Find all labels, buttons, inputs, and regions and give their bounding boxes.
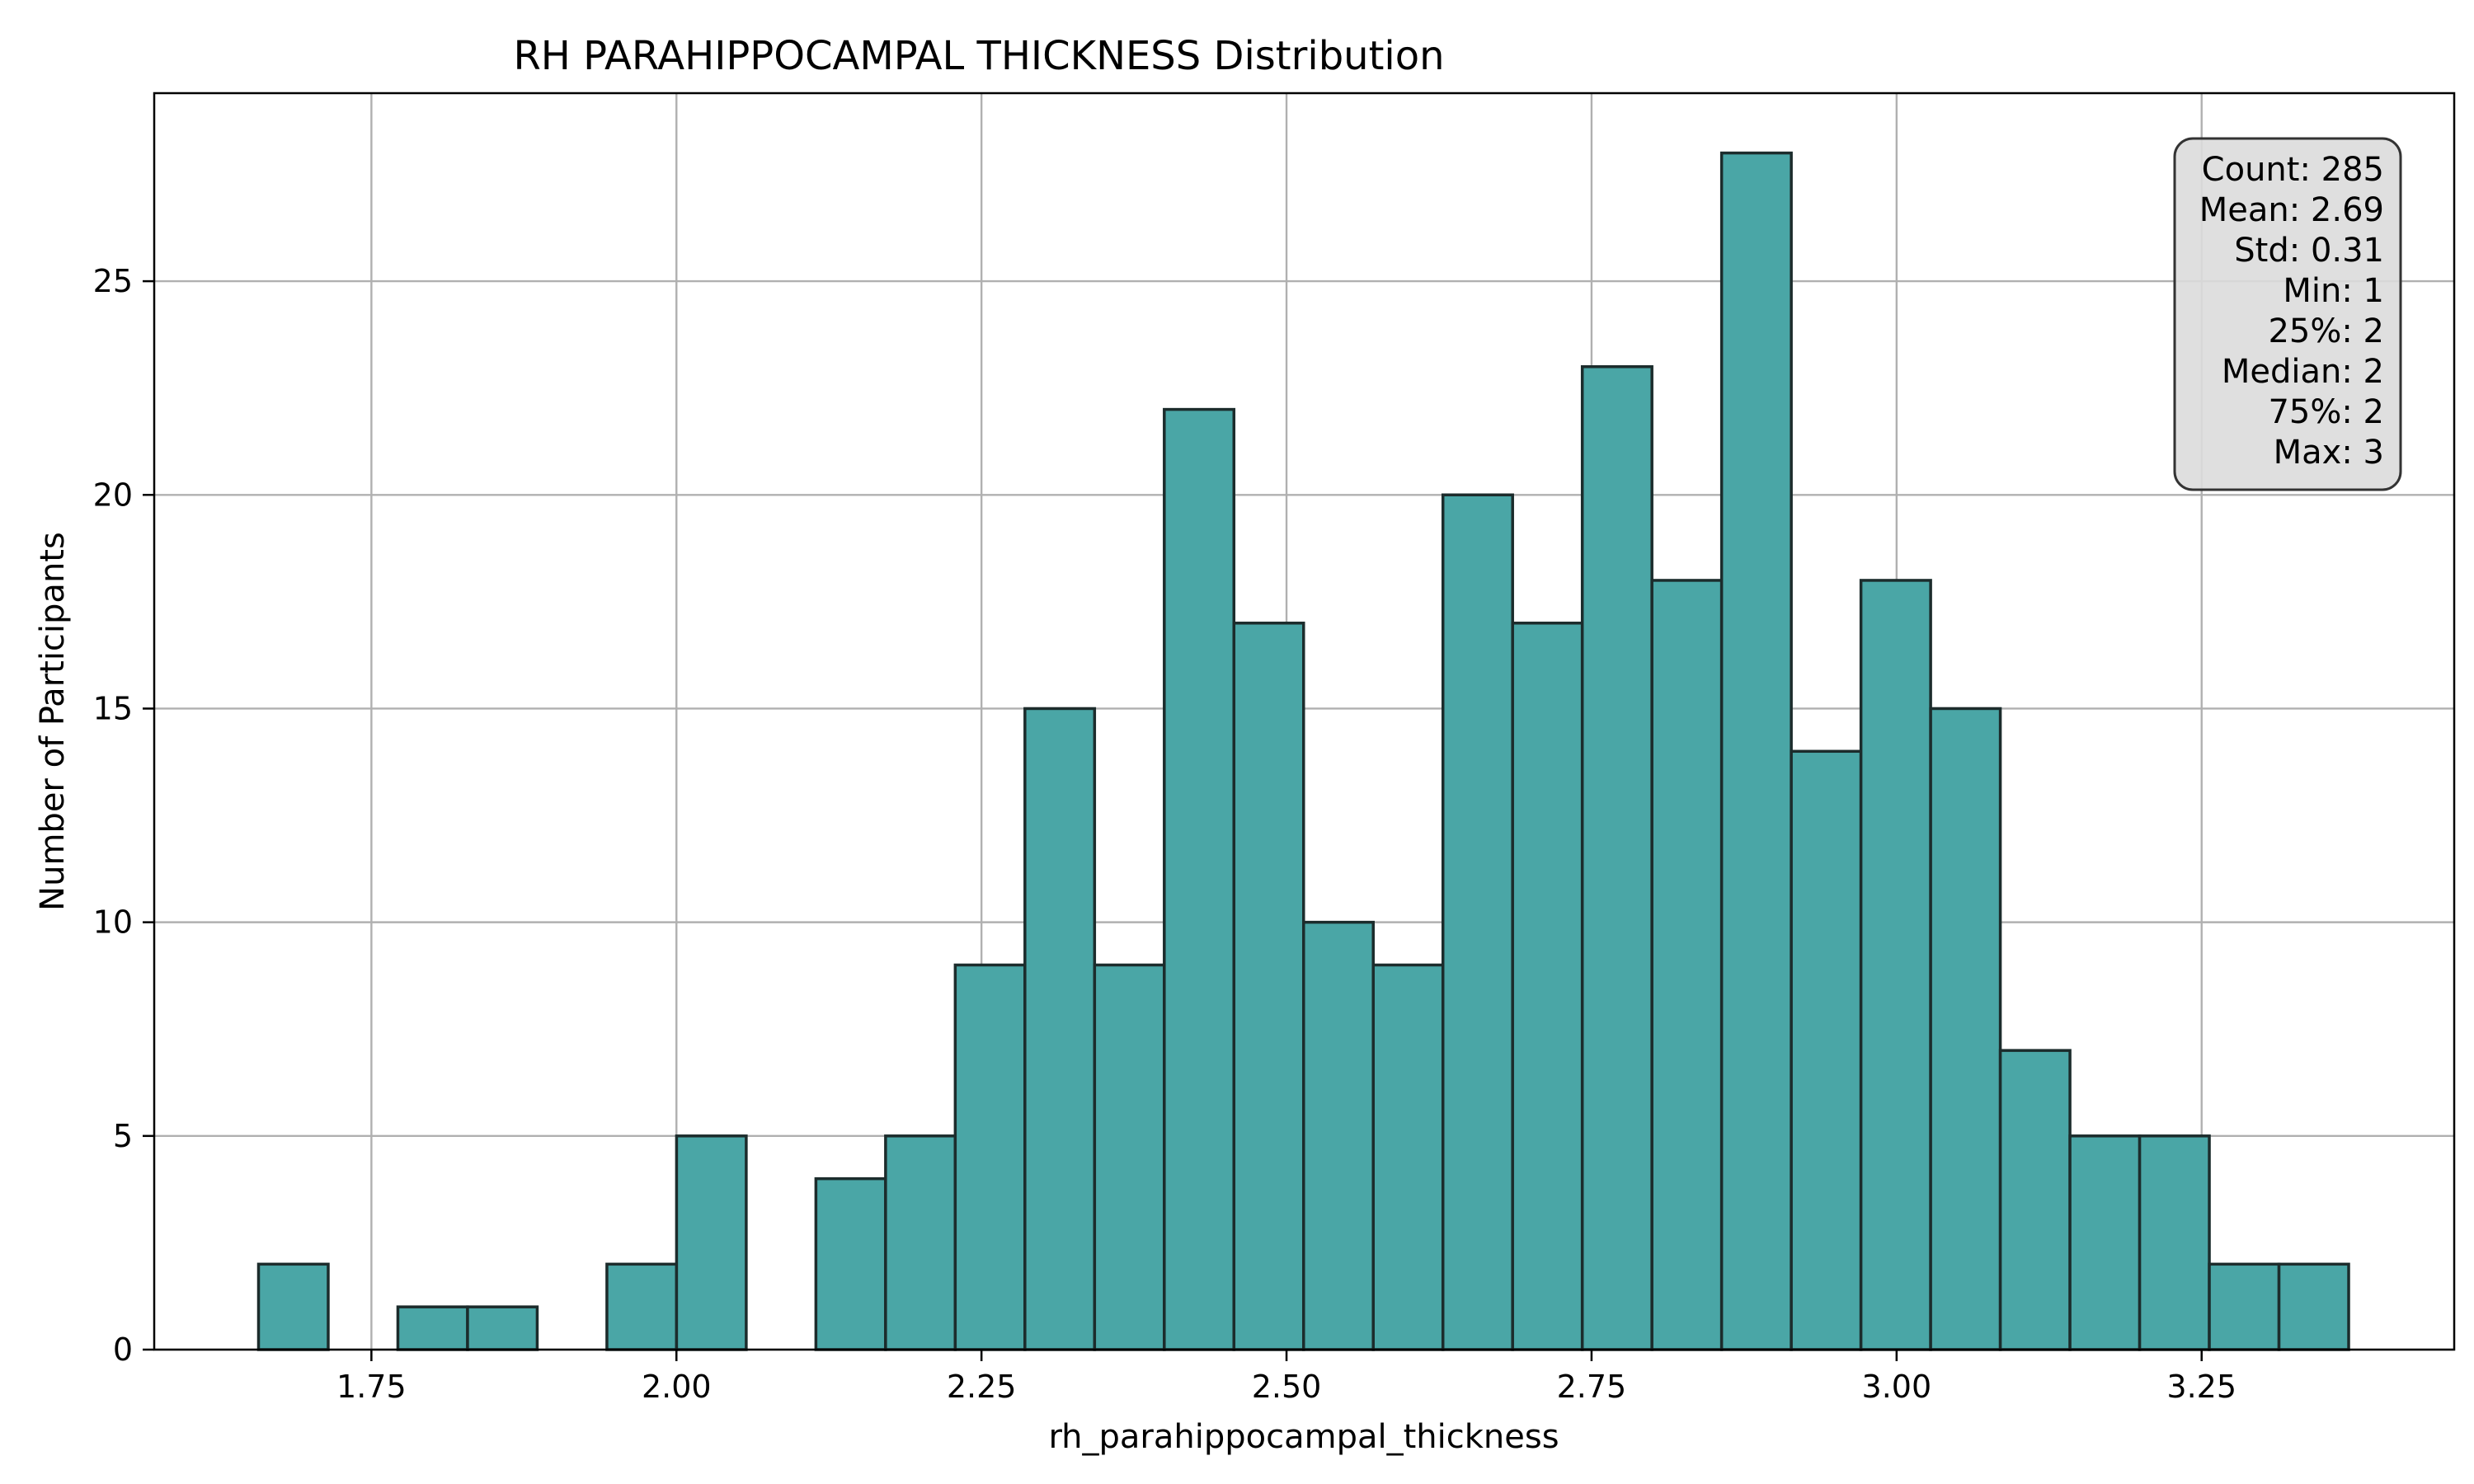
x-axis-ticks: 1.75 2.00 2.25 2.50 2.75 3.00 3.25 [336,1350,2236,1405]
stats-line: Max: 3 [2274,434,2384,472]
histogram-bar [466,1305,539,1351]
y-tick-label: 0 [113,1331,133,1368]
stats-line: 75%: 2 [2268,393,2384,431]
x-tick-label: 2.00 [642,1369,712,1405]
x-tick-label: 2.75 [1557,1369,1627,1405]
histogram-bar [1441,493,1514,1351]
histogram-bar [884,1134,957,1351]
histogram-bar [1023,707,1097,1351]
histogram-bar [1719,151,1793,1351]
histogram-bar [1232,622,1305,1351]
y-axis-ticks: 0 5 10 15 20 25 [93,263,154,1368]
y-axis-label: Number of Participants [34,532,72,911]
histogram-bar [605,1262,679,1351]
histogram-bar [1580,365,1653,1351]
histogram-bar [1511,622,1584,1351]
histogram-bars [256,151,2350,1351]
plot-frame [153,92,2456,1351]
x-tick-label: 2.50 [1252,1369,1322,1405]
histogram-bar [953,963,1027,1351]
stats-box-background [2173,137,2402,491]
chart-title: RH PARAHIPPOCAMPAL THICKNESS Distributio… [513,33,1444,79]
histogram-bar [396,1305,469,1351]
histogram-bar [1790,749,1863,1351]
histogram-bar [2208,1262,2281,1351]
stats-line: Std: 0.31 [2234,232,2384,270]
stats-line: Median: 2 [2222,353,2384,391]
histogram-bar [2068,1134,2142,1351]
y-tick-label: 25 [93,263,133,299]
y-tick-label: 15 [93,690,133,726]
y-tick-label: 5 [113,1118,133,1154]
stats-line: 25%: 2 [2268,312,2384,350]
histogram-bar [256,1262,330,1351]
histogram-bar [1859,579,1932,1351]
histogram-bar [814,1176,887,1351]
x-tick-label: 3.25 [2166,1369,2236,1405]
histogram-bar [1093,963,1166,1351]
histogram-bar [1371,963,1445,1351]
histogram-bar [2138,1134,2211,1351]
x-tick-label: 3.00 [1862,1369,1932,1405]
y-tick-label: 10 [93,904,133,941]
histogram-bar [675,1134,748,1351]
stats-line: Count: 285 [2202,151,2384,189]
x-tick-label: 1.75 [336,1369,407,1405]
histogram-bar [1998,1049,2072,1351]
x-axis-label: rh_parahippocampal_thickness [1048,1418,1559,1456]
stats-line: Min: 1 [2283,272,2384,310]
histogram-bar [1929,707,2002,1351]
stats-line: Mean: 2.69 [2199,191,2384,229]
y-tick-label: 20 [93,477,133,513]
histogram-bar [2277,1262,2350,1351]
histogram-bar [1650,579,1724,1351]
x-tick-label: 2.25 [947,1369,1017,1405]
histogram-bar [1302,920,1375,1351]
histogram-bar [1163,407,1236,1351]
